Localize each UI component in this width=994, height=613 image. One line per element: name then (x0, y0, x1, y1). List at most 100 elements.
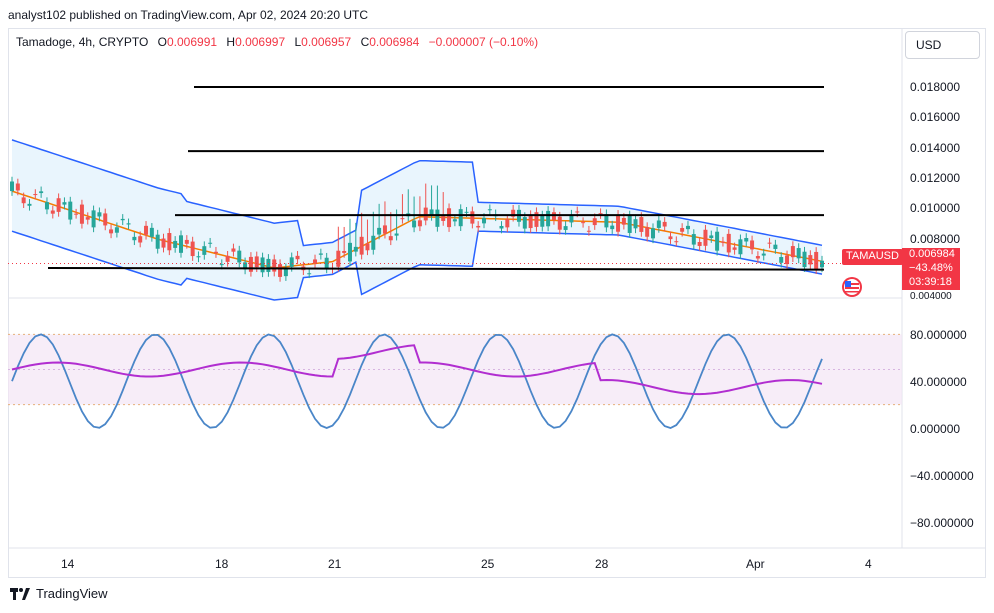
candle (97, 212, 102, 217)
symbol-name[interactable]: Tamadoge, 4h, CRYPTO (16, 35, 149, 49)
candle (732, 247, 737, 250)
candle (365, 243, 370, 251)
price-tick: 0.016000 (910, 110, 961, 124)
us-flag-icon[interactable] (839, 276, 865, 298)
candle (342, 250, 347, 253)
candle (120, 218, 125, 221)
candle (755, 256, 760, 259)
close-value: 0.006984 (369, 35, 420, 49)
candle (68, 201, 73, 220)
candle (318, 253, 323, 255)
candle (802, 251, 807, 268)
candle (266, 258, 271, 272)
candle (476, 225, 481, 228)
bollinger-lower (11, 230, 823, 301)
bollinger-upper (11, 139, 823, 247)
tradingview-logo-icon (10, 587, 30, 600)
candle (715, 231, 720, 251)
candle (248, 256, 253, 272)
candle (796, 248, 801, 259)
candle (353, 246, 358, 252)
candle (738, 239, 743, 255)
candle (604, 214, 609, 228)
candle (458, 209, 463, 227)
candle (184, 239, 189, 244)
candle (616, 214, 621, 232)
candle (482, 217, 487, 224)
rsi-line (11, 344, 823, 396)
date-tick: 18 (215, 557, 229, 571)
candle (237, 250, 242, 263)
osc-tick: −40.000000 (910, 469, 974, 483)
price-tick: 0.012000 (910, 171, 961, 185)
candle (557, 216, 562, 230)
candle (487, 209, 492, 211)
candle (109, 229, 114, 234)
candle (441, 216, 446, 221)
close-label: C (360, 35, 370, 49)
price-tag: 0.006984 (902, 248, 960, 262)
candle (511, 209, 516, 217)
candle (62, 202, 67, 205)
high-value: 0.006997 (235, 35, 286, 49)
candle (132, 236, 137, 241)
candle (39, 191, 44, 194)
brand-label: TradingView (36, 586, 108, 601)
candle (534, 212, 539, 227)
candle (336, 250, 341, 267)
candle (103, 213, 108, 226)
candle (546, 210, 551, 227)
candle (412, 220, 417, 228)
candle (208, 242, 213, 244)
candle (680, 228, 685, 232)
candle (726, 233, 731, 253)
candle (382, 225, 387, 234)
osc-tick: 0.000000 (910, 422, 961, 436)
candle (668, 236, 673, 240)
currency-selector[interactable]: USD (905, 31, 980, 59)
candle (307, 273, 312, 275)
candle (400, 218, 405, 220)
candle (377, 227, 382, 235)
candle (33, 194, 38, 196)
candle (528, 215, 533, 229)
candle (85, 217, 90, 220)
candle (447, 208, 452, 228)
candle (278, 264, 283, 277)
candle (627, 215, 632, 233)
countdown-tag: 03:39:18 (902, 276, 960, 290)
candle (394, 233, 399, 236)
low-label: L (294, 35, 302, 49)
candle (243, 262, 248, 270)
candle (126, 223, 131, 225)
candle (581, 222, 586, 224)
tradingview-brand[interactable]: TradingView (10, 586, 108, 601)
candle (295, 255, 300, 260)
candle (470, 211, 475, 224)
candle (219, 264, 224, 266)
candle (761, 253, 766, 256)
candle (167, 233, 172, 251)
candle (790, 246, 795, 258)
candle (569, 214, 574, 223)
candle (155, 234, 160, 249)
candle (56, 198, 61, 212)
candle (685, 225, 690, 230)
symbol-tag: TAMAUSD (842, 249, 903, 265)
candle (213, 251, 218, 254)
candle (371, 235, 376, 250)
price-tick: 0.010000 (910, 201, 961, 215)
candle (347, 242, 352, 262)
date-tick: 14 (61, 557, 75, 571)
osc-tick: 80.000000 (910, 328, 967, 342)
date-tick: 25 (481, 557, 495, 571)
candle (50, 210, 55, 214)
date-tick: 4 (865, 557, 872, 571)
candle (651, 228, 656, 239)
candle (779, 257, 784, 263)
candle (697, 242, 702, 246)
candle (161, 238, 166, 248)
high-label: H (226, 35, 236, 49)
price-tick: 0.004000 (910, 291, 952, 302)
candle (610, 225, 615, 230)
